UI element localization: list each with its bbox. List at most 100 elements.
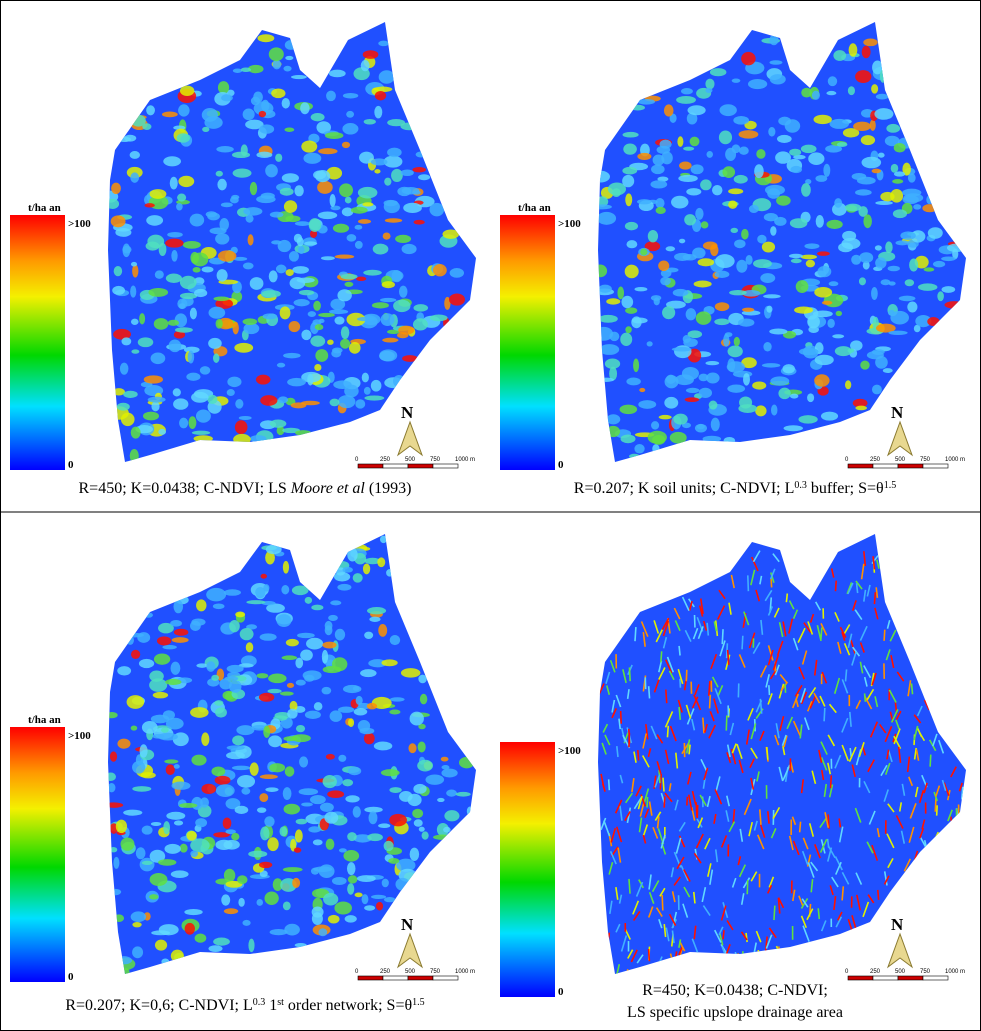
streak	[620, 935, 628, 952]
patch	[871, 287, 878, 301]
caption-part: (1993)	[365, 480, 412, 497]
streak	[767, 649, 774, 666]
patch	[644, 241, 661, 252]
patch	[246, 600, 266, 605]
patch	[148, 288, 169, 297]
legend-title: t/ha an	[28, 202, 61, 214]
patch	[191, 391, 209, 403]
patch	[321, 686, 332, 695]
patch	[378, 623, 388, 637]
patch	[844, 380, 852, 390]
patch	[609, 366, 618, 381]
streak	[749, 758, 755, 769]
streak	[614, 799, 623, 814]
streak	[788, 618, 794, 634]
patch	[260, 395, 278, 406]
streak	[663, 796, 666, 808]
patch	[215, 318, 223, 329]
streak	[813, 659, 818, 676]
patch	[343, 850, 360, 862]
scale-label: 1000 m	[945, 457, 965, 463]
patch	[192, 267, 201, 273]
streak	[769, 568, 776, 580]
patch	[893, 171, 906, 177]
patch	[941, 256, 956, 262]
streak	[921, 819, 926, 830]
patch	[903, 193, 924, 203]
streak	[871, 844, 879, 861]
patch	[213, 832, 230, 838]
streak	[658, 667, 666, 680]
patch	[389, 697, 405, 702]
streak	[659, 773, 663, 790]
streak	[901, 783, 906, 796]
streak	[666, 725, 670, 738]
streak	[714, 688, 722, 705]
patch	[130, 426, 141, 439]
patch	[265, 787, 279, 792]
patch	[161, 727, 169, 733]
streak	[851, 915, 858, 931]
patch	[255, 587, 266, 599]
streak	[688, 600, 693, 611]
patch	[337, 289, 352, 302]
patch	[444, 810, 460, 822]
streak	[918, 789, 925, 803]
patch	[417, 759, 434, 772]
patch	[222, 817, 232, 829]
patch	[179, 275, 197, 290]
patch	[281, 97, 290, 109]
streak	[757, 834, 765, 850]
patch	[860, 135, 876, 146]
patch	[342, 684, 362, 694]
patch	[827, 318, 835, 329]
streak	[916, 705, 923, 717]
streak	[617, 847, 622, 863]
streak	[837, 911, 843, 921]
patch	[374, 105, 383, 119]
streak	[745, 729, 750, 745]
streak	[866, 688, 875, 701]
streak	[772, 553, 780, 563]
streak	[829, 775, 833, 789]
streak	[669, 725, 677, 742]
patch	[853, 121, 872, 131]
scale-segment	[897, 975, 924, 981]
patch	[847, 86, 855, 96]
patch	[196, 599, 207, 612]
patch	[682, 335, 691, 343]
patch	[625, 326, 632, 334]
patch	[217, 81, 230, 94]
patch	[446, 789, 457, 797]
patch	[268, 673, 287, 684]
patch	[248, 938, 255, 953]
streak	[878, 723, 887, 734]
streak	[642, 834, 647, 844]
patch	[291, 734, 311, 743]
streak	[854, 807, 862, 823]
patch	[856, 176, 876, 185]
streak	[890, 655, 895, 669]
patch	[333, 380, 352, 389]
streak	[785, 593, 789, 603]
streak	[773, 607, 780, 618]
streak	[835, 916, 843, 928]
streak	[741, 635, 744, 650]
streak	[820, 623, 828, 636]
patch	[418, 723, 426, 730]
patch	[706, 150, 714, 158]
patch	[295, 657, 304, 669]
patch	[304, 674, 315, 682]
patch	[170, 620, 182, 627]
streak	[615, 694, 622, 708]
patch	[179, 85, 195, 96]
map-area	[108, 534, 476, 974]
patch	[142, 123, 152, 131]
patch	[158, 924, 179, 936]
streak	[860, 563, 865, 580]
patch	[301, 140, 318, 153]
patch	[219, 678, 232, 690]
streak	[714, 789, 723, 805]
patch	[622, 174, 635, 188]
patch	[165, 238, 184, 248]
